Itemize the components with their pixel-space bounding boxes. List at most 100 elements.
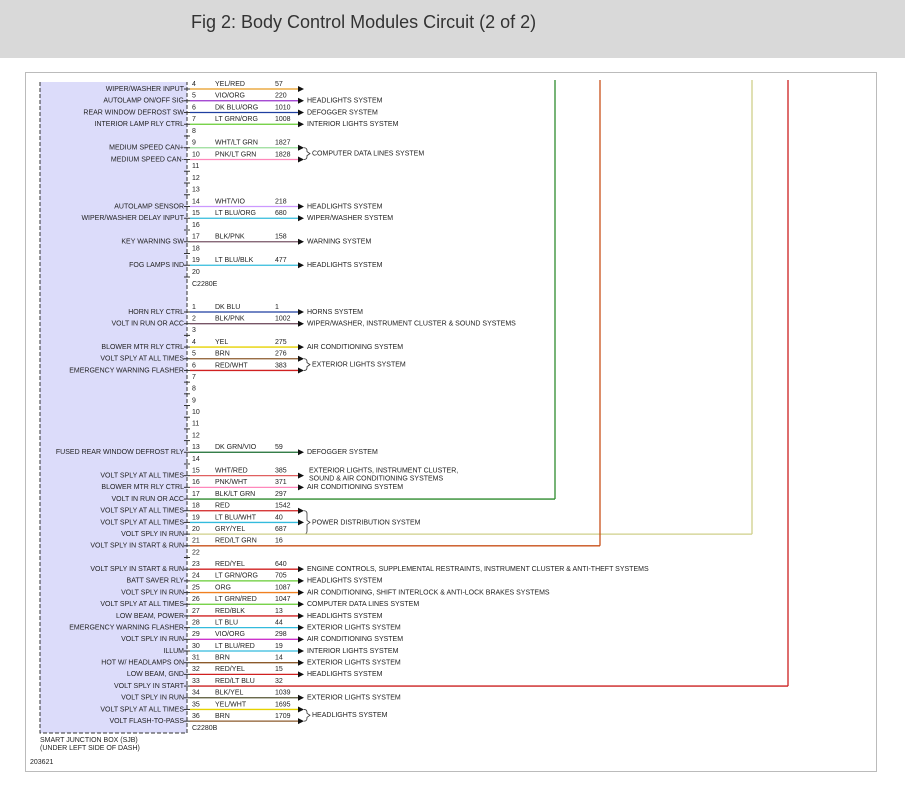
- arrow: [298, 262, 304, 269]
- destination: SOUND & AIR CONDITIONING SYSTEMS: [309, 476, 444, 483]
- wire-color: LT GRN/ORG: [215, 116, 258, 123]
- wire-color: RED/YEL: [215, 561, 245, 568]
- circuit: 220: [275, 93, 287, 100]
- pin-number: 5: [192, 93, 196, 100]
- pin-function: VOLT IN RUN OR ACC: [112, 496, 184, 503]
- pin-number: 5: [192, 351, 196, 358]
- arrow: [298, 109, 304, 116]
- circuit: 297: [275, 491, 287, 498]
- circuit: 477: [275, 257, 287, 264]
- circuit: 15: [275, 666, 283, 673]
- brace: [303, 510, 311, 535]
- wire-color: BLK/PNK: [215, 316, 245, 323]
- pin-number: 14: [192, 198, 200, 205]
- pin-function: VOLT SPLY AT ALL TIMES: [100, 706, 184, 713]
- circuit: 218: [275, 198, 287, 205]
- pin-function: INTERIOR LAMP RLY CTRL: [95, 121, 185, 128]
- wire-color: WHT/RED: [215, 468, 248, 475]
- pin-function: VOLT SPLY AT ALL TIMES: [100, 473, 184, 480]
- pin-function: LOW BEAM, GND: [127, 671, 184, 678]
- arrow: [298, 367, 304, 374]
- pin-function: FUSED REAR WINDOW DEFROST RLY: [56, 449, 184, 456]
- arrow: [298, 86, 304, 92]
- destination: AIR CONDITIONING SYSTEM: [307, 484, 403, 491]
- pin-number: 8: [192, 386, 196, 393]
- pin-function: VOLT SPLY IN RUN: [121, 636, 184, 643]
- pin-number: 35: [192, 701, 200, 708]
- destination: EXTERIOR LIGHTS SYSTEM: [312, 361, 406, 368]
- wire-color: LT BLU/BLK: [215, 257, 254, 264]
- pin-function: VOLT SPLY IN RUN: [121, 589, 184, 596]
- destination: HEADLIGHTS SYSTEM: [307, 262, 383, 269]
- pin-function: ILLUM: [163, 648, 184, 655]
- circuit: 1828: [275, 151, 291, 158]
- circuit: 57: [275, 81, 283, 88]
- pin-number: 24: [192, 573, 200, 580]
- destination: WARNING SYSTEM: [307, 239, 371, 246]
- pin-number: 29: [192, 631, 200, 638]
- pin-number: 18: [192, 245, 200, 252]
- wire-color: BLK/PNK: [215, 234, 245, 241]
- pin-function: VOLT IN RUN OR ACC: [112, 321, 184, 328]
- wire-color: RED: [215, 503, 230, 510]
- circuit: 1039: [275, 690, 291, 697]
- arrow: [298, 449, 304, 456]
- wire-color: PNK/WHT: [215, 479, 248, 486]
- pin-number: 16: [192, 479, 200, 486]
- destination: COMPUTER DATA LINES SYSTEM: [307, 601, 419, 608]
- pin-number: 9: [192, 140, 196, 147]
- wire-color: LT GRN/ORG: [215, 573, 258, 580]
- pin-number: 32: [192, 666, 200, 673]
- circuit: 1: [275, 304, 279, 311]
- figure-id: 203621: [30, 759, 53, 766]
- pin-number: 20: [192, 526, 200, 533]
- pin-function: WIPER/WASHER DELAY INPUT: [81, 215, 184, 222]
- wire-color: DK BLU/ORG: [215, 104, 258, 111]
- connector-name: C2280B: [192, 725, 218, 732]
- wire-color: LT BLU: [215, 619, 238, 626]
- pin-number: 30: [192, 643, 200, 650]
- arrow: [298, 519, 304, 526]
- pin-number: 34: [192, 690, 200, 697]
- arrow: [298, 309, 304, 315]
- wire-color: LT BLU/ORG: [215, 210, 256, 217]
- pin-function: MEDIUM SPEED CAN+: [109, 145, 184, 152]
- wire-color: BLK/LT GRN: [215, 491, 255, 498]
- circuit: 158: [275, 234, 287, 241]
- pin-function: BLOWER MTR RLY CTRL: [101, 344, 184, 351]
- arrow: [298, 589, 304, 596]
- pin-number: 19: [192, 514, 200, 521]
- pin-function: VOLT SPLY IN START & RUN: [90, 566, 184, 573]
- pin-number: 17: [192, 234, 200, 241]
- pin-function: WIPER/WASHER INPUT: [106, 86, 185, 93]
- pin-function: BLOWER MTR RLY CTRL: [101, 484, 184, 491]
- pin-number: 36: [192, 713, 200, 720]
- arrow: [298, 507, 304, 514]
- destination: HEADLIGHTS SYSTEM: [307, 671, 383, 678]
- arrow: [298, 671, 304, 678]
- pin-function: VOLT SPLY AT ALL TIMES: [100, 508, 184, 515]
- arrow: [298, 238, 304, 245]
- wire-color: YEL: [215, 339, 228, 346]
- header-bar: [0, 0, 905, 58]
- wire-color: RED/LT BLU: [215, 678, 255, 685]
- arrow: [298, 694, 304, 701]
- pin-number: 28: [192, 619, 200, 626]
- pin-function: MEDIUM SPEED CAN-: [111, 156, 185, 163]
- pin-number: 23: [192, 561, 200, 568]
- connector-name: C2280E: [192, 281, 218, 288]
- pin-number: 33: [192, 678, 200, 685]
- pin-number: 13: [192, 444, 200, 451]
- circuit: 275: [275, 339, 287, 346]
- circuit: 687: [275, 526, 287, 533]
- circuit: 59: [275, 444, 283, 451]
- arrow: [298, 718, 304, 725]
- destination: HEADLIGHTS SYSTEM: [312, 712, 388, 719]
- circuit: 44: [275, 619, 283, 626]
- wire-color: DK BLU: [215, 304, 240, 311]
- destination: HEADLIGHTS SYSTEM: [307, 98, 383, 105]
- pin-function: AUTOLAMP ON/OFF SIG: [103, 98, 184, 105]
- arrow: [298, 203, 304, 210]
- arrow: [298, 636, 304, 643]
